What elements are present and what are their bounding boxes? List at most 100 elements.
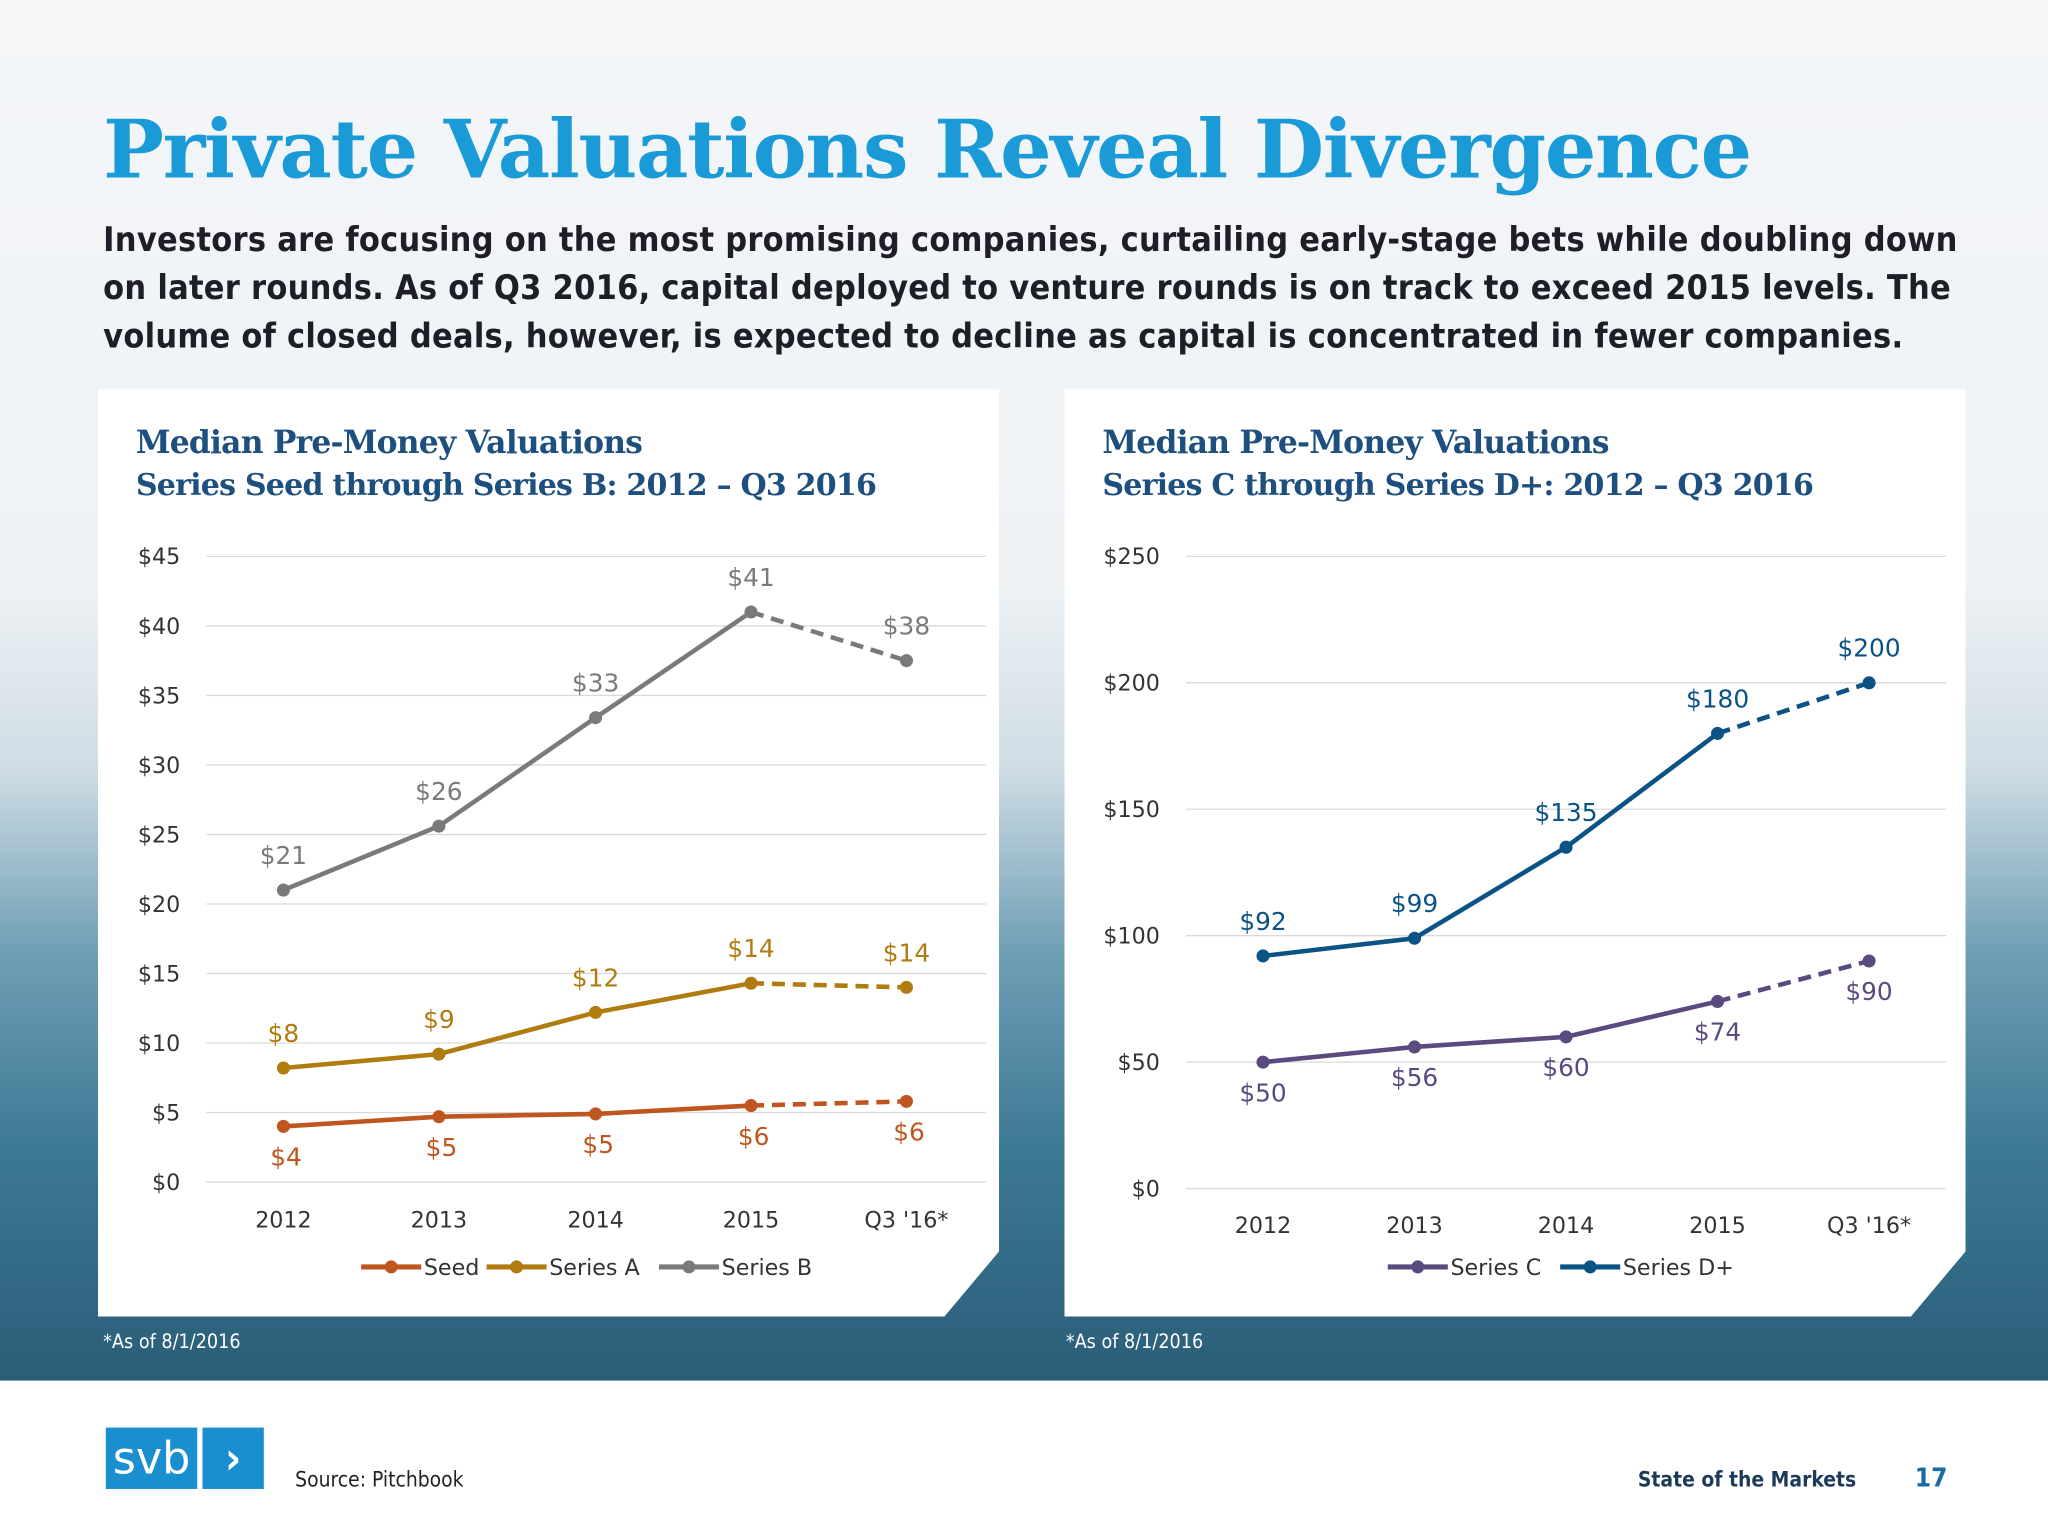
intro-text: Investors are focusing on the most promi… [103,220,1958,357]
x-tick-label: 2014 [1538,1213,1594,1239]
data-point [744,1099,757,1112]
data-label: $26 [415,777,462,806]
page-number: 17 [1914,1461,1948,1493]
y-tick-label: $150 [1103,797,1159,823]
data-label: $12 [572,963,619,992]
x-tick-label: 2012 [1235,1213,1291,1239]
data-label: $200 [1838,634,1901,663]
line-chart-c-to-d: $0 $50 $100 $150 $200 $250 2012 2013 2014 2015 Q3 … [1064,389,1965,1316]
x-tick-label: Q3 '16* [864,1208,948,1234]
data-label: $8 [268,1019,300,1048]
chevron-right-icon: › [202,1427,264,1489]
series-line-series-b [283,612,751,890]
data-point [1408,932,1421,945]
svb-logo: svb › [105,1427,264,1489]
data-label: $5 [582,1130,614,1159]
source-text: Source: Pitchbook [295,1466,464,1492]
series-line-series-c [1263,1001,1718,1062]
y-tick-label: $50 [1117,1050,1159,1076]
data-point [1256,949,1269,962]
legend-marker [1411,1260,1424,1273]
legend-label: Series B [722,1255,813,1281]
y-tick-label: $0 [1132,1176,1160,1202]
data-point [1863,954,1876,967]
data-point [1711,995,1724,1008]
data-point [589,1006,602,1019]
data-label: $56 [1391,1063,1438,1092]
data-point [900,654,913,667]
series-projection-line [751,612,906,661]
data-label: $74 [1694,1018,1741,1047]
legend-label: Series C [1450,1255,1541,1281]
series-projection-line [751,1101,906,1105]
x-tick-label: 2015 [1689,1213,1745,1239]
series-projection-line [751,983,906,987]
logo-text: svb [105,1427,198,1489]
data-point [589,1107,602,1120]
data-point [589,711,602,724]
data-label: $6 [893,1118,925,1147]
line-chart-seed-to-b: $0 $5 $10 $15 $20 $25 $30 $35 $40 $45 2012 2013 2014… [98,389,999,1316]
y-tick-label: $35 [138,683,180,709]
y-tick-label: $20 [138,892,180,918]
chart-title: Median Pre-Money Valuations Series C thro… [1102,421,1813,507]
data-label: $99 [1391,889,1438,918]
x-tick-label: 2013 [1386,1213,1442,1239]
chart-card-c-to-d: Median Pre-Money Valuations Series C thro… [1064,389,1965,1316]
data-label: $9 [423,1005,455,1034]
legend-label: Seed [424,1255,479,1281]
data-label: $38 [883,612,930,641]
x-tick-label: Q3 '16* [1827,1213,1911,1239]
series-projection-line [1718,961,1870,1001]
y-tick-label: $5 [152,1100,180,1126]
y-tick-label: $45 [138,544,180,570]
data-label: $14 [883,938,930,967]
data-point [744,605,757,618]
legend-marker [510,1260,523,1273]
y-tick-label: $15 [138,961,180,987]
data-label: $92 [1239,907,1286,936]
y-tick-label: $40 [138,614,180,640]
data-point [277,1062,290,1075]
legend-marker [1584,1260,1597,1273]
chart-title-line: Median Pre-Money Valuations [135,423,643,462]
data-point [277,884,290,897]
legend-label: Series A [549,1255,639,1281]
data-point [1256,1056,1269,1069]
data-point [432,1048,445,1061]
series-projection-line [1718,683,1870,734]
y-tick-label: $10 [138,1031,180,1057]
series-line-seed [283,1106,751,1127]
x-tick-label: 2013 [411,1208,467,1234]
data-point [1408,1040,1421,1053]
data-label: $180 [1686,684,1749,713]
series-line-series-d- [1263,733,1718,956]
chart-card-seed-to-b: Median Pre-Money Valuations Series Seed t… [98,389,999,1316]
chart-subtitle: Series Seed through Series B: 2012 – Q3 … [135,467,877,503]
data-point [432,1110,445,1123]
y-tick-label: $100 [1103,924,1159,950]
x-tick-label: 2012 [255,1208,311,1234]
data-label: $33 [572,669,619,698]
y-tick-label: $25 [138,822,180,848]
legend-label: Series D+ [1623,1255,1734,1281]
data-point [900,1095,913,1108]
data-label: $4 [270,1143,302,1172]
footer [0,1380,2048,1536]
series-line-series-a [283,983,751,1068]
chart-title: Median Pre-Money Valuations Series Seed t… [136,421,876,507]
data-point [1560,841,1573,854]
data-label: $135 [1534,798,1597,827]
data-point [900,981,913,994]
publication-name: State of the Markets [1637,1466,1857,1492]
y-tick-label: $250 [1103,544,1159,570]
page-title: Private Valuations Reveal Divergence [103,101,1752,198]
footnote: *As of 8/1/2016 [1065,1329,1204,1354]
y-tick-label: $30 [138,753,180,779]
legend-marker [682,1260,695,1273]
data-point [277,1120,290,1133]
data-label: $60 [1542,1053,1589,1082]
data-point [1711,727,1724,740]
x-tick-label: 2014 [567,1208,623,1234]
